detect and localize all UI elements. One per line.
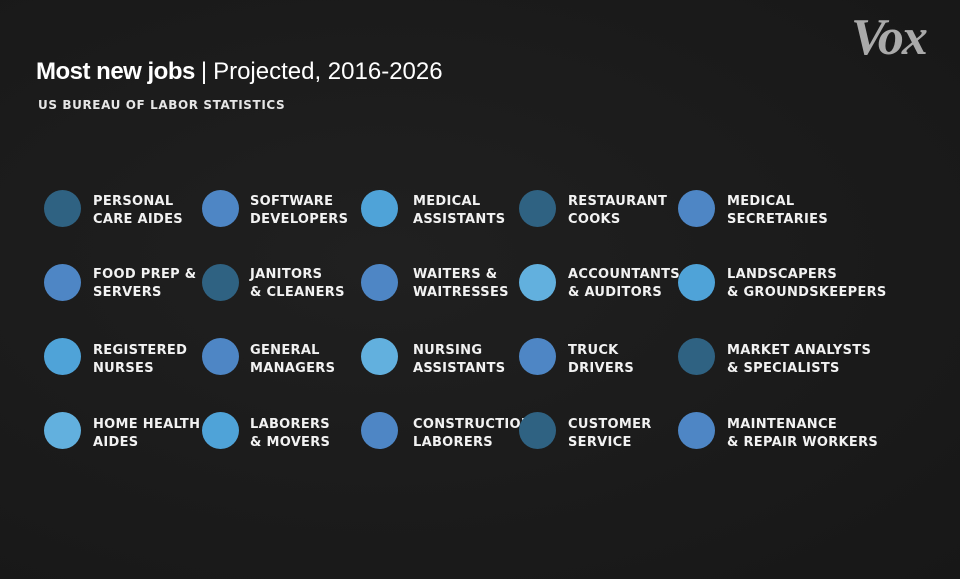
job-label-line2: Drivers	[568, 361, 635, 376]
job-label-line1: Registered	[93, 343, 188, 358]
job-dot	[519, 264, 556, 301]
job-label-line2: Service	[568, 435, 632, 450]
job-label-line2: Care Aides	[93, 212, 183, 227]
title-projection: Projected, 2016-2026	[213, 58, 443, 85]
job-label-line1: Customer	[568, 417, 652, 432]
job-label-line1: Accountants	[568, 267, 680, 282]
job-label: Market Analysts & Specialists	[727, 342, 871, 378]
job-dot	[519, 190, 556, 227]
job-label: Medical Assistants	[413, 193, 505, 229]
job-label-line2: Assistants	[413, 212, 506, 227]
job-dot	[361, 190, 398, 227]
job-dot	[202, 190, 239, 227]
job-label-line1: Home Health	[93, 417, 201, 432]
job-label: Waiters & Waitresses	[413, 266, 509, 302]
job-label-line2: Aides	[93, 435, 139, 450]
job-label: Landscapers & Groundskeepers	[727, 266, 887, 302]
job-label-line2: Assistants	[413, 361, 506, 376]
job-label-line1: Nursing	[413, 343, 483, 358]
job-label-line2: Waitresses	[413, 285, 509, 300]
job-dot	[361, 338, 398, 375]
job-dot	[678, 412, 715, 449]
chart-title: Most new jobs | Projected, 2016-2026	[36, 58, 443, 86]
job-dot	[44, 264, 81, 301]
job-label-line1: Medical	[413, 194, 481, 209]
job-label-line1: Truck	[568, 343, 619, 358]
job-dot	[519, 338, 556, 375]
job-label: Truck Drivers	[568, 342, 634, 378]
title-bold: Most new jobs	[36, 58, 195, 85]
job-dot	[44, 338, 81, 375]
job-label-line1: Janitors	[250, 267, 323, 282]
job-label-line1: Software	[250, 194, 334, 209]
job-label-line1: Medical	[727, 194, 795, 209]
job-label-line1: Market Analysts	[727, 343, 872, 358]
job-label-line1: Personal	[93, 194, 174, 209]
job-label-line1: Maintenance	[727, 417, 838, 432]
job-label-line2: & Cleaners	[250, 285, 345, 300]
job-dot	[361, 264, 398, 301]
job-label: Food Prep & Servers	[93, 266, 196, 302]
job-label-line1: Waiters &	[413, 267, 498, 282]
job-dot	[202, 338, 239, 375]
job-label-line2: Cooks	[568, 212, 621, 227]
job-dot	[678, 190, 715, 227]
job-label: Registered Nurses	[93, 342, 187, 378]
job-dot	[44, 190, 81, 227]
job-label-line2: & Specialists	[727, 361, 840, 376]
job-label-line2: Servers	[93, 285, 162, 300]
job-label: Customer Service	[568, 416, 652, 452]
job-label-line2: Secretaries	[727, 212, 828, 227]
job-dot	[519, 412, 556, 449]
job-label: Janitors & Cleaners	[250, 266, 345, 302]
title-separator: |	[200, 58, 208, 85]
job-label: Home Health Aides	[93, 416, 200, 452]
job-label-line2: & Groundskeepers	[727, 285, 887, 300]
job-label: Construction Laborers	[413, 416, 532, 452]
job-label: Laborers & Movers	[250, 416, 330, 452]
job-dot	[361, 412, 398, 449]
job-label: Accountants & Auditors	[568, 266, 680, 302]
job-dot	[202, 412, 239, 449]
job-dot	[678, 338, 715, 375]
job-dot	[202, 264, 239, 301]
job-label-line2: & Movers	[250, 435, 331, 450]
job-label-line1: Landscapers	[727, 267, 838, 282]
job-label: General Managers	[250, 342, 335, 378]
job-label-line1: Restaurant	[568, 194, 668, 209]
job-label-line1: General	[250, 343, 320, 358]
job-label: Restaurant Cooks	[568, 193, 667, 229]
job-label: Medical Secretaries	[727, 193, 828, 229]
job-label: Nursing Assistants	[413, 342, 505, 378]
job-label-line2: Nurses	[93, 361, 154, 376]
vox-logo: Vox	[851, 9, 928, 66]
job-label-line2: & Repair Workers	[727, 435, 879, 450]
job-label-line1: Construction	[413, 417, 533, 432]
job-label-line2: Developers	[250, 212, 349, 227]
job-label: Maintenance & Repair Workers	[727, 416, 878, 452]
job-label: Personal Care Aides	[93, 193, 183, 229]
job-dot	[678, 264, 715, 301]
job-label-line2: Laborers	[413, 435, 493, 450]
source-label: US Bureau of Labor Statistics	[38, 98, 286, 112]
job-label-line2: Managers	[250, 361, 336, 376]
job-label-line1: Food Prep &	[93, 267, 197, 282]
job-label-line2: & Auditors	[568, 285, 662, 300]
job-label-line1: Laborers	[250, 417, 330, 432]
job-label: Software Developers	[250, 193, 348, 229]
job-dot	[44, 412, 81, 449]
